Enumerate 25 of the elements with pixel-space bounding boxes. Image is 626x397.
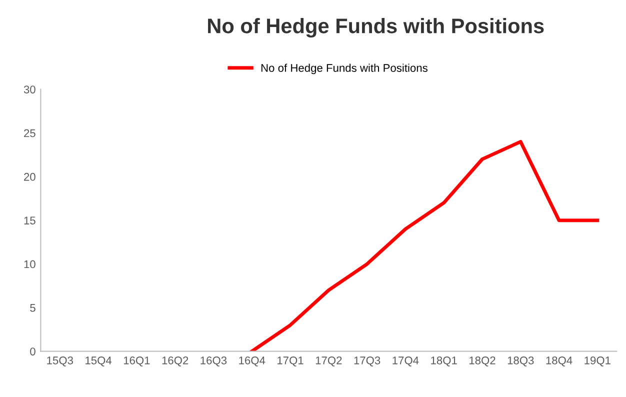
x-tick-label: 16Q1 [124,356,150,366]
x-tick-label: 18Q3 [508,356,534,366]
x-tick-label: 18Q1 [431,356,457,366]
y-tick-label: 0 [30,348,36,356]
x-tick-label: 16Q4 [239,356,266,366]
x-tick-label: 17Q4 [392,356,419,366]
x-tick-label: 15Q4 [86,356,112,366]
x-tick-label: 18Q2 [469,356,496,366]
x-tick-label: 16Q2 [162,356,188,366]
y-tick-label: 15 [24,216,36,224]
y-tick-label: 25 [24,129,36,138]
chart-title: No of Hedge Funds with Positions [208,18,544,38]
line-series [250,140,600,352]
y-tick-label: 30 [24,86,36,94]
x-tick-label: 18Q4 [546,356,572,366]
legend-label: No of Hedge Funds with Positions [261,64,428,74]
y-tick-label: 20 [24,172,36,181]
x-tick-label: 15Q3 [47,356,73,366]
x-tick-label: 17Q2 [316,356,342,366]
y-tick-label: 10 [24,260,36,268]
x-tick-label: 19Q1 [584,356,610,366]
x-tick-label: 17Q1 [278,356,304,366]
x-tick-label: 16Q3 [200,356,227,366]
y-tick-label: 5 [30,304,36,312]
x-tick-label: 17Q3 [354,356,380,366]
